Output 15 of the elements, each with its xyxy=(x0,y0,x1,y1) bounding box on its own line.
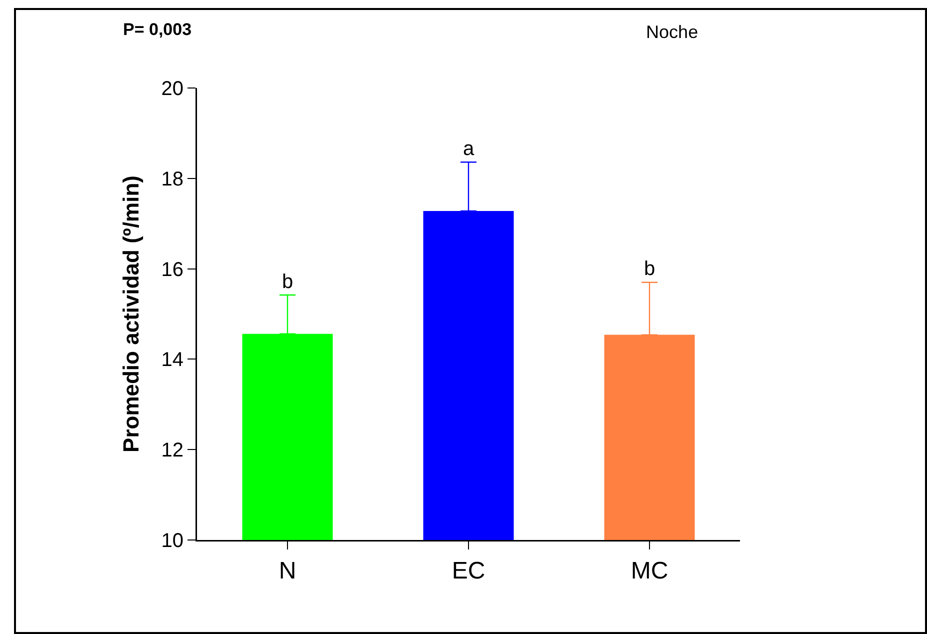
y-tick-label: 14 xyxy=(161,349,184,372)
annotation: b xyxy=(282,271,294,293)
y-tick-label: 16 xyxy=(161,258,184,281)
y-tick-label: 20 xyxy=(161,78,184,100)
x-tick-label: N xyxy=(278,557,296,584)
y-tick-label: 10 xyxy=(161,530,184,552)
y-tick-label: 18 xyxy=(161,168,184,190)
y-axis-title: Promedio actividad (º/min) xyxy=(118,176,144,452)
text: P= 0,003 xyxy=(123,20,192,39)
y-tick-label: 12 xyxy=(161,440,184,462)
x-tick-label: MC xyxy=(630,557,668,584)
chart-title: Noche xyxy=(646,22,698,42)
x-tick-label: EC xyxy=(452,557,486,584)
annotation: b xyxy=(644,258,656,280)
annotation: a xyxy=(463,138,475,160)
